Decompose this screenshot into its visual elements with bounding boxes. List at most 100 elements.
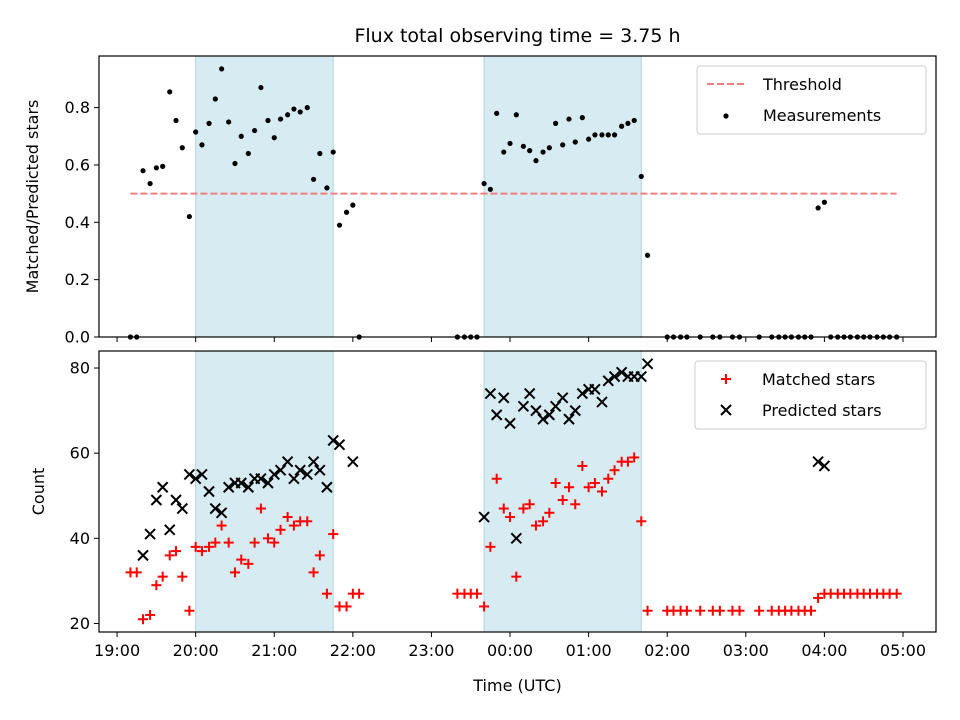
predicted-star-point — [530, 404, 542, 417]
matched-star-point — [629, 452, 640, 463]
x-tick-label: 21:00 — [251, 641, 297, 660]
legend-matched-swatch — [721, 374, 731, 384]
marker-stroke — [215, 507, 228, 519]
predicted-star-point — [333, 438, 346, 451]
measurement-point — [501, 149, 507, 155]
measurement-point — [226, 119, 232, 125]
matched-star-point — [479, 601, 490, 612]
predicted-star-points — [137, 358, 831, 562]
count-y-ticks: 20 40 60 80 — [70, 359, 99, 633]
matched-star-point — [734, 605, 745, 616]
measurement-point — [631, 117, 637, 124]
measurement-point — [611, 132, 618, 138]
predicted-star-point — [510, 532, 523, 545]
x-tick-label: 23:00 — [408, 641, 454, 660]
measurement-point — [186, 213, 192, 220]
marker-stroke — [478, 511, 490, 523]
x-tick-label: 20:00 — [173, 641, 219, 660]
measurement-point — [285, 112, 291, 118]
marker-stroke — [156, 481, 169, 493]
matched-star-point — [216, 520, 227, 531]
measurement-point — [343, 209, 350, 215]
matched-star-point — [190, 541, 201, 552]
marker-stroke — [288, 473, 300, 485]
marker-stroke — [510, 532, 523, 545]
y-tick-label: 0.6 — [65, 155, 90, 174]
matched-star-point — [223, 537, 234, 548]
ratio-panel: 0.00.20.40.60.8 Matched/Predicted stars … — [23, 55, 937, 347]
observing-window-shade — [483, 55, 642, 338]
measurement-point — [553, 120, 559, 126]
matched-star-point — [151, 580, 162, 591]
measurement-point — [572, 139, 578, 145]
predicted-star-point — [144, 528, 156, 540]
predicted-star-point — [498, 392, 510, 404]
marker-stroke — [543, 409, 556, 421]
y-tick-label: 40 — [70, 529, 90, 548]
predicted-star-point — [215, 507, 228, 519]
matched-star-point — [589, 477, 600, 488]
predicted-star-point — [563, 413, 575, 425]
matched-star-point — [262, 533, 273, 544]
measurement-point — [304, 105, 310, 111]
y-tick-label: 0.4 — [65, 213, 90, 232]
predicted-star-point — [818, 460, 831, 472]
predicted-star-point — [301, 468, 313, 481]
predicted-star-point — [203, 485, 215, 498]
predicted-star-point — [635, 370, 647, 383]
legend-threshold-label: Threshold — [762, 75, 842, 94]
measurement-point — [206, 120, 212, 126]
x-tick-label: 05:00 — [880, 641, 926, 660]
predicted-star-point — [268, 468, 280, 481]
predicted-star-point — [281, 455, 294, 468]
matched-star-point — [891, 588, 902, 599]
measurement-point — [513, 112, 519, 118]
measurement-point — [336, 222, 343, 228]
marker-stroke — [635, 370, 647, 383]
predicted-star-point — [608, 370, 621, 383]
marker-stroke — [242, 481, 255, 493]
marker-stroke — [490, 409, 503, 421]
matched-star-point — [288, 520, 299, 531]
marker-stroke — [196, 468, 208, 481]
matched-star-point — [695, 605, 706, 616]
measurement-point — [487, 186, 493, 192]
predicted-star-point — [314, 464, 326, 476]
matched-star-point — [282, 512, 293, 523]
matched-star-point — [570, 499, 581, 510]
matched-star-point — [472, 588, 483, 599]
y-tick-label: 60 — [70, 444, 90, 463]
measurement-point — [167, 89, 173, 95]
marker-stroke — [549, 400, 562, 413]
measurement-point — [245, 150, 251, 157]
predicted-star-point — [164, 524, 176, 536]
matched-star-point — [249, 537, 260, 548]
matched-star-point — [538, 516, 549, 527]
chart-title: Flux total observing time = 3.75 h — [354, 25, 680, 47]
matched-star-point — [806, 605, 817, 616]
predicted-star-point — [490, 409, 503, 421]
measurement-point — [199, 142, 205, 148]
marker-stroke — [137, 549, 149, 562]
measurement-point — [592, 132, 598, 138]
count-panel: 20 40 60 80 19:00 20:00 21:00 22:00 23:00 00:00 0… — [29, 350, 937, 695]
matched-star-point — [583, 482, 594, 493]
marker-stroke — [321, 481, 333, 493]
matched-star-point — [236, 554, 247, 565]
marker-stroke — [150, 494, 163, 506]
ratio-y-ticks: 0.0 0.2 0.4 0.6 0.8 — [65, 98, 99, 347]
predicted-star-point — [156, 481, 169, 493]
matched-star-point — [210, 537, 221, 548]
marker-stroke — [556, 392, 569, 404]
measurement-point — [212, 96, 218, 102]
x-tick-label: 19:00 — [94, 641, 140, 660]
measurement-point — [619, 123, 625, 129]
matched-star-point — [171, 546, 182, 557]
x-tick-label: 03:00 — [723, 641, 769, 660]
matched-star-point — [184, 605, 195, 616]
matched-star-point — [177, 571, 188, 582]
measurement-point — [605, 132, 611, 138]
marker-stroke — [333, 438, 346, 451]
y-tick-label: 20 — [70, 614, 90, 633]
